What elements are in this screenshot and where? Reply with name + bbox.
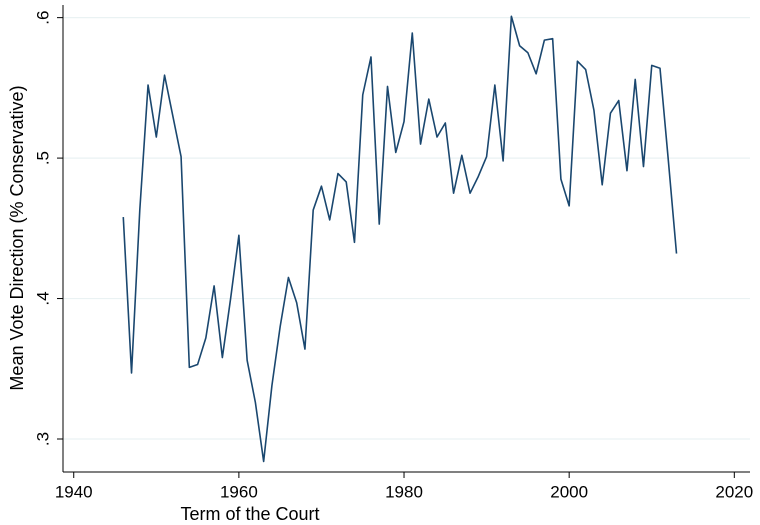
y-axis-label: Mean Vote Direction (% Conservative): [7, 85, 27, 390]
y-tick-label: .6: [33, 11, 52, 25]
y-tick-label: .3: [33, 432, 52, 446]
x-tick-label: 2020: [715, 482, 753, 501]
x-axis-label: Term of the Court: [180, 504, 319, 524]
x-tick-label: 2000: [550, 482, 588, 501]
y-tick-label: .4: [33, 291, 52, 305]
y-tick-label: .5: [33, 151, 52, 165]
x-tick-label: 1980: [385, 482, 423, 501]
x-tick-label: 1940: [55, 482, 93, 501]
data-line: [122, 15, 678, 463]
x-tick-label: 1960: [220, 482, 258, 501]
